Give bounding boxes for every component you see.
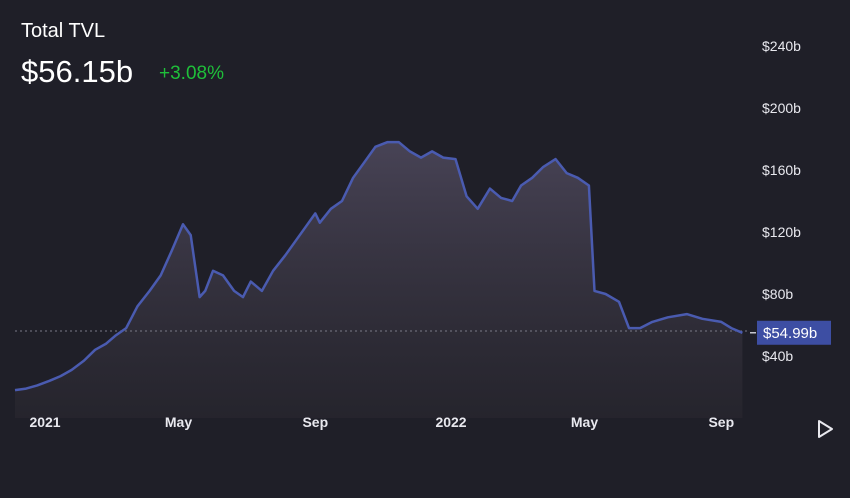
tvl-line — [14, 140, 743, 392]
tvl-area — [15, 142, 743, 418]
y-tick-label: $120b — [762, 224, 801, 240]
current-value-label: $54.99b — [763, 325, 817, 342]
y-tick-label: $40b — [762, 348, 793, 364]
x-tick-label: May — [165, 414, 192, 430]
total-value: $56.15b — [21, 54, 134, 89]
play-button[interactable] — [814, 418, 836, 440]
x-tick-label: May — [571, 414, 598, 430]
x-tick-label: Sep — [302, 414, 328, 430]
y-tick-label: $200b — [762, 100, 801, 116]
chart-title: Total TVL — [21, 20, 106, 42]
y-tick-label: $240b — [762, 38, 801, 54]
x-tick-label: Sep — [708, 414, 734, 430]
current-value-badge — [757, 320, 831, 345]
y-tick-label: $160b — [762, 162, 801, 178]
x-tick-label: 2022 — [435, 414, 466, 430]
y-tick-label: $80b — [762, 286, 793, 302]
play-icon — [818, 420, 833, 438]
change-percent: +3.08% — [159, 63, 224, 84]
x-tick-label: 2021 — [29, 414, 60, 430]
